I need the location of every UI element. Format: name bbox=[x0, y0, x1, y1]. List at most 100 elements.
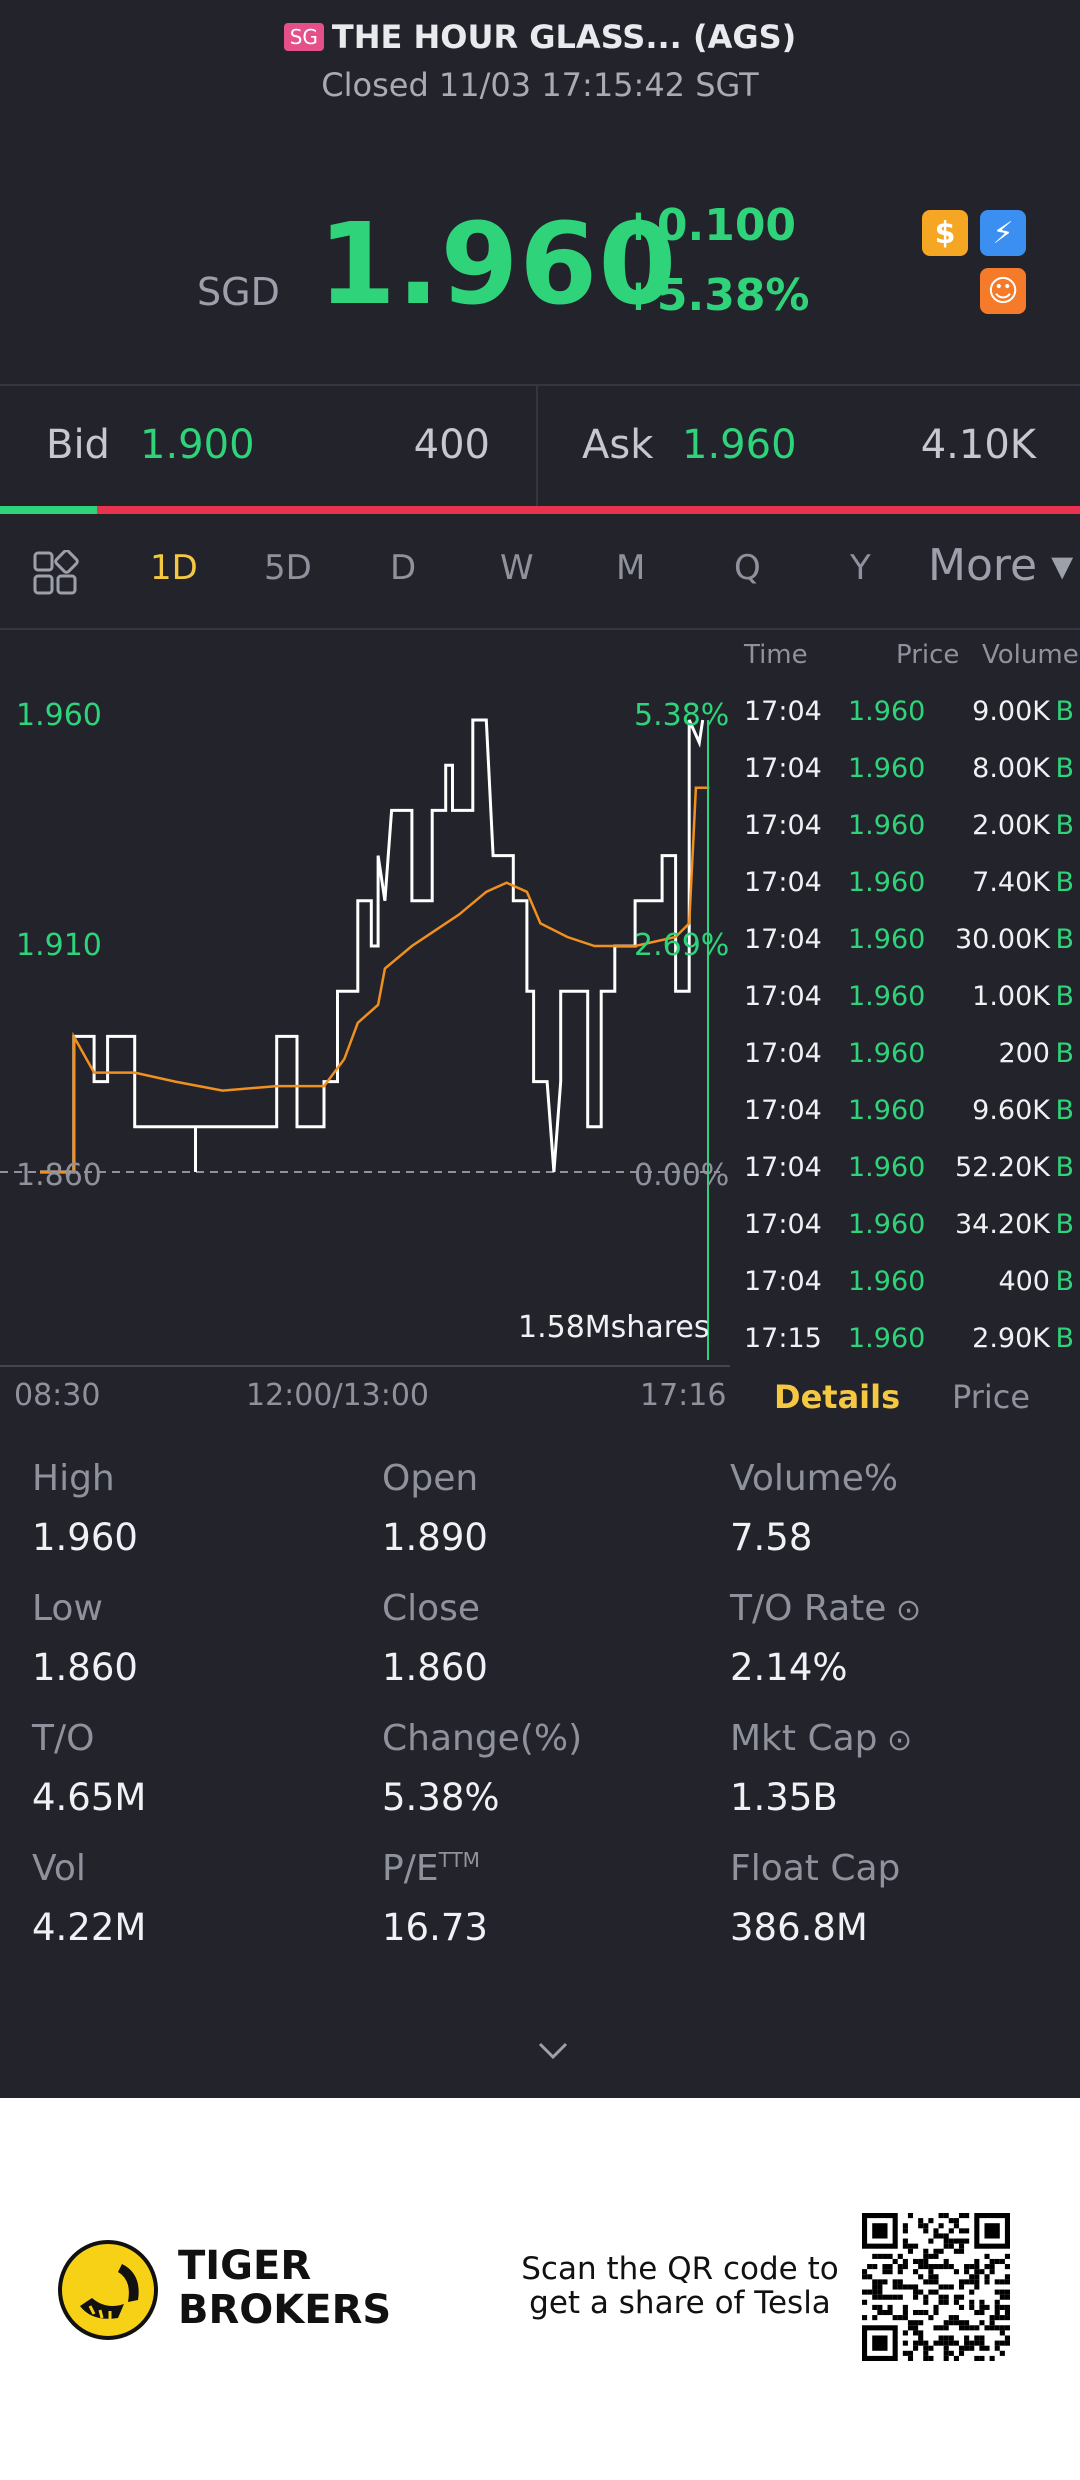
trade-volume: 9.00K bbox=[972, 696, 1050, 727]
stat-label: Open bbox=[382, 1458, 479, 1499]
trade-price: 1.960 bbox=[848, 1266, 926, 1297]
trade-volume: 2.00K bbox=[972, 810, 1050, 841]
trade-price: 1.960 bbox=[848, 867, 926, 898]
tab-m[interactable]: M bbox=[616, 548, 646, 588]
scan-line-2: get a share of Tesla bbox=[529, 2285, 831, 2321]
tab-w[interactable]: W bbox=[500, 548, 534, 588]
tab-more[interactable]: More ▾ bbox=[928, 540, 1074, 591]
brand-name: TIGER BROKERS bbox=[178, 2244, 391, 2332]
bid-label: Bid bbox=[46, 422, 110, 468]
tiger-logo-icon bbox=[58, 2240, 158, 2340]
stat-value: 5.38% bbox=[382, 1776, 500, 1819]
stat-label: Mkt Cap ⊙ bbox=[730, 1718, 913, 1759]
trade-row: 17:04 1.960 7.40K B bbox=[730, 855, 1080, 912]
tab-details[interactable]: Details bbox=[774, 1378, 901, 1416]
dollar-icon[interactable]: $ bbox=[922, 210, 968, 256]
trade-row: 17:04 1.960 8.00K B bbox=[730, 741, 1080, 798]
trade-time: 17:04 bbox=[744, 1038, 822, 1069]
scan-line-1: Scan the QR code to bbox=[521, 2251, 839, 2287]
trade-time: 17:04 bbox=[744, 924, 822, 955]
trade-row: 17:04 1.960 9.60K B bbox=[730, 1083, 1080, 1140]
trades-header-price: Price bbox=[896, 640, 960, 670]
trade-row: 17:04 1.960 200 B bbox=[730, 1026, 1080, 1083]
trade-price: 1.960 bbox=[848, 753, 926, 784]
info-icon[interactable]: ⊙ bbox=[877, 1723, 913, 1758]
trade-price: 1.960 bbox=[848, 981, 926, 1012]
tab-5d[interactable]: 5D bbox=[264, 548, 312, 588]
trade-row: 17:04 1.960 1.00K B bbox=[730, 969, 1080, 1026]
bid-price: 1.900 bbox=[140, 422, 255, 468]
trade-side: B bbox=[1055, 981, 1074, 1012]
trade-volume: 1.00K bbox=[972, 981, 1050, 1012]
tab-d[interactable]: D bbox=[390, 548, 417, 588]
trade-side: B bbox=[1055, 1152, 1074, 1183]
stat-value: 2.14% bbox=[730, 1646, 848, 1689]
trade-side: B bbox=[1055, 1038, 1074, 1069]
ask-label: Ask bbox=[582, 422, 654, 468]
ask-price: 1.960 bbox=[682, 422, 797, 468]
orange-badge-icon[interactable]: ☺ bbox=[980, 268, 1026, 314]
x-tick-midday: 12:00/13:00 bbox=[246, 1378, 430, 1413]
tab-q[interactable]: Q bbox=[734, 548, 761, 588]
trade-volume: 30.00K bbox=[954, 924, 1050, 955]
trade-row: 17:04 1.960 2.00K B bbox=[730, 798, 1080, 855]
chart-svg bbox=[0, 718, 730, 1367]
stat-label: Change(%) bbox=[382, 1718, 583, 1759]
trade-side: B bbox=[1055, 924, 1074, 955]
brand-line-1: TIGER bbox=[178, 2243, 312, 2289]
intraday-chart[interactable]: 1.960 1.910 1.860 5.38% 2.69% 0.00% 1.58… bbox=[0, 630, 730, 1370]
currency-label: SGD bbox=[197, 270, 280, 314]
trade-side: B bbox=[1055, 753, 1074, 784]
trade-price: 1.960 bbox=[848, 810, 926, 841]
trade-side: B bbox=[1055, 867, 1074, 898]
bid-ask-separator bbox=[536, 386, 538, 506]
stat-value: 1.860 bbox=[32, 1646, 138, 1689]
info-icon[interactable]: ⊙ bbox=[886, 1593, 922, 1628]
trade-time: 17:04 bbox=[744, 1152, 822, 1183]
share-footer: TIGER BROKERS Scan the QR code to get a … bbox=[0, 2098, 1080, 2480]
trade-time: 17:04 bbox=[744, 1095, 822, 1126]
header: SG THE HOUR GLASS... (AGS) Closed 11/03 1… bbox=[0, 0, 1080, 120]
trade-price: 1.960 bbox=[848, 1323, 926, 1354]
chevron-down-icon[interactable] bbox=[536, 2030, 570, 2071]
lightning-icon[interactable]: ⚡ bbox=[980, 210, 1026, 256]
trade-volume: 52.20K bbox=[954, 1152, 1050, 1183]
bid-ratio-bar bbox=[0, 506, 97, 514]
trade-time: 17:04 bbox=[744, 867, 822, 898]
stat-value: 4.65M bbox=[32, 1776, 147, 1819]
divider bbox=[0, 628, 1080, 630]
average-line bbox=[40, 786, 710, 1174]
qr-code[interactable] bbox=[862, 2213, 1010, 2361]
tab-price[interactable]: Price bbox=[952, 1378, 1031, 1416]
stat-value: 1.860 bbox=[382, 1646, 488, 1689]
ask-ratio-bar bbox=[97, 506, 1080, 514]
pct-label-top: 5.38% bbox=[634, 698, 730, 733]
price-change-pct: +5.38% bbox=[620, 270, 810, 321]
trade-time: 17:04 bbox=[744, 753, 822, 784]
stat-value: 1.890 bbox=[382, 1516, 488, 1559]
trade-volume: 9.60K bbox=[972, 1095, 1050, 1126]
market-badge: SG bbox=[283, 23, 324, 51]
x-tick-open: 08:30 bbox=[14, 1378, 101, 1413]
stat-label: Volume% bbox=[730, 1458, 899, 1499]
trade-side: B bbox=[1055, 810, 1074, 841]
last-price: 1.960 bbox=[318, 200, 678, 330]
trade-volume: 400 bbox=[998, 1266, 1050, 1297]
brand-line-2: BROKERS bbox=[178, 2287, 392, 2333]
trade-ticker[interactable]: Time Price Volume 17:04 1.960 9.00K B 17:04 1… bbox=[730, 630, 1080, 1370]
stat-value: 7.58 bbox=[730, 1516, 813, 1559]
tab-y[interactable]: Y bbox=[850, 548, 871, 588]
volume-label: 1.58Mshares bbox=[518, 1310, 710, 1345]
trade-side: B bbox=[1055, 696, 1074, 727]
pe-ttm-superscript: TTM bbox=[438, 1848, 480, 1872]
y-label-bottom: 1.860 bbox=[16, 1158, 102, 1193]
y-label-mid: 1.910 bbox=[16, 928, 102, 963]
bid-ask-panel[interactable]: Bid 1.900 400 Ask 1.960 4.10K bbox=[0, 386, 1080, 506]
pct-label-bottom: 0.00% bbox=[634, 1158, 730, 1193]
trade-time: 17:04 bbox=[744, 1266, 822, 1297]
price-change: +0.100 bbox=[620, 200, 797, 251]
tab-1d[interactable]: 1D bbox=[150, 548, 198, 588]
layout-grid-icon[interactable] bbox=[32, 549, 80, 598]
trade-time: 17:04 bbox=[744, 696, 822, 727]
trade-price: 1.960 bbox=[848, 1038, 926, 1069]
